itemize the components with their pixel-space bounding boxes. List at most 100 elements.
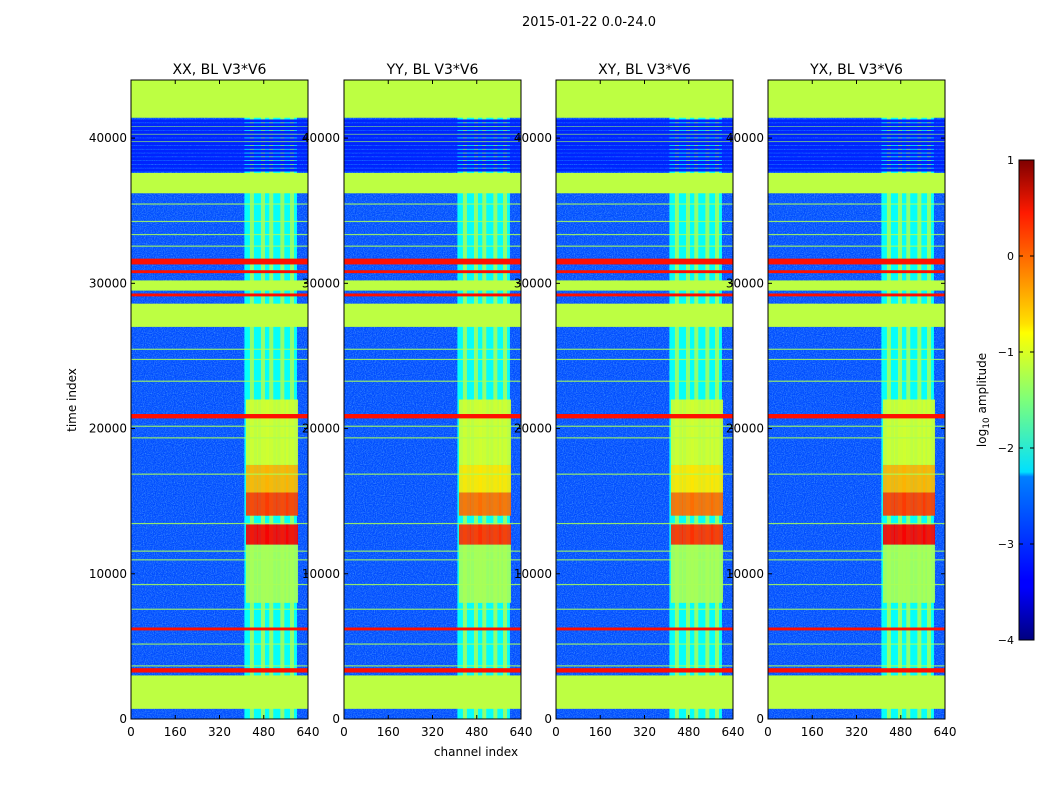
y-tick-label: 30000: [514, 276, 552, 290]
rfi-patch: [711, 524, 724, 545]
time-artefact-line: [556, 437, 733, 439]
time-artefact-line: [768, 643, 945, 645]
x-tick-label: 0: [764, 725, 772, 739]
colorbar-gradient: [1018, 159, 1035, 641]
rfi-patch: [913, 464, 926, 493]
x-tick-label: 320: [208, 725, 231, 739]
high-amplitude-row: [768, 414, 945, 419]
flagged-stripe: [131, 145, 308, 149]
time-artefact-line: [556, 643, 733, 645]
time-artefact-line: [131, 559, 308, 561]
time-artefact-line: [768, 233, 945, 236]
flagged-block: [344, 303, 521, 327]
rfi-patch: [701, 464, 714, 493]
time-artefact-line: [131, 140, 308, 143]
time-artefact-line: [556, 559, 733, 561]
x-tick-label: 160: [589, 725, 612, 739]
y-tick-label: 0: [332, 712, 340, 726]
high-amplitude-row: [131, 270, 308, 274]
rfi-patch: [902, 492, 915, 516]
rfi-patch: [690, 464, 703, 493]
flagged-stripe: [556, 164, 733, 168]
time-artefact-line: [131, 133, 308, 135]
time-artefact-line: [556, 203, 733, 205]
time-artefact-line: [768, 140, 945, 143]
time-artefact-line: [344, 583, 521, 586]
colorbar-tick-label: −4: [998, 634, 1014, 647]
flagged-block: [768, 280, 945, 291]
colorbar-label: log10 amplitude: [975, 353, 992, 447]
y-tick-label: 40000: [726, 131, 764, 145]
x-tick-label: 160: [801, 725, 824, 739]
panel-2: YY, BL V3*V6 0 160 320 480 640 0 10000 20000 3000…: [302, 62, 533, 739]
flagged-stripe: [556, 157, 733, 161]
time-artefact-line: [344, 203, 521, 205]
rfi-patch: [286, 492, 299, 516]
flagged-stripe: [768, 138, 945, 142]
rfi-patch: [711, 399, 724, 465]
flagged-block: [344, 280, 521, 291]
colorbar-tick-label: −2: [998, 442, 1014, 455]
flagged-stripe: [131, 168, 308, 172]
x-axis-label: channel index: [434, 745, 518, 759]
flagged-stripe: [556, 127, 733, 131]
rfi-patch: [882, 492, 895, 516]
high-amplitude-row: [131, 258, 308, 265]
rfi-patch: [882, 464, 895, 493]
y-tick-label: 10000: [89, 567, 127, 581]
rfi-patch: [245, 524, 258, 545]
flagged-stripe: [556, 119, 733, 123]
flagged-stripe: [131, 142, 308, 146]
time-artefact-line: [344, 220, 521, 223]
flagged-stripe: [556, 160, 733, 164]
time-artefact-line: [556, 473, 733, 475]
time-artefact-line: [768, 358, 945, 361]
flagged-stripe: [131, 134, 308, 138]
high-amplitude-row: [768, 668, 945, 673]
flagged-block: [131, 675, 308, 709]
y-tick-label: 30000: [302, 276, 340, 290]
time-artefact-line: [556, 245, 733, 247]
panel-title: YX, BL V3*V6: [809, 62, 903, 78]
time-artefact-line: [131, 358, 308, 361]
time-artefact-line: [556, 348, 733, 350]
time-artefact-line: [556, 358, 733, 361]
flagged-stripe: [768, 123, 945, 127]
y-tick-label: 10000: [514, 567, 552, 581]
high-amplitude-row: [131, 414, 308, 419]
time-artefact-line: [768, 522, 945, 525]
high-amplitude-row: [131, 293, 308, 297]
rfi-patch: [923, 524, 936, 545]
panel-title: YY, BL V3*V6: [386, 62, 479, 78]
flagged-block: [344, 80, 521, 118]
rfi-patch: [690, 399, 703, 465]
flagged-stripe: [556, 145, 733, 149]
time-artefact-line: [131, 233, 308, 236]
flagged-stripe: [768, 160, 945, 164]
rfi-patch: [489, 524, 502, 545]
flagged-block: [768, 172, 945, 194]
flagged-stripe: [344, 164, 521, 168]
time-artefact-line: [344, 437, 521, 439]
y-tick-label: 20000: [726, 422, 764, 436]
time-artefact-line: [556, 380, 733, 382]
flagged-stripe: [344, 119, 521, 123]
rfi-patch: [478, 544, 491, 603]
time-artefact-line: [131, 643, 308, 645]
flagged-block: [131, 80, 308, 118]
flagged-block: [556, 80, 733, 118]
high-amplitude-row: [344, 270, 521, 274]
colorbar-label-main: log: [975, 429, 989, 447]
time-artefact-line: [344, 665, 521, 667]
x-tick-label: 640: [510, 725, 533, 739]
rfi-patch: [499, 492, 512, 516]
x-tick-label: 480: [465, 725, 488, 739]
flagged-stripe: [768, 168, 945, 172]
rfi-patch: [882, 399, 895, 465]
time-artefact-line: [556, 425, 733, 427]
x-tick-label: 640: [722, 725, 745, 739]
x-tick-label: 480: [677, 725, 700, 739]
flagged-stripe: [344, 153, 521, 157]
rfi-patch: [913, 492, 926, 516]
